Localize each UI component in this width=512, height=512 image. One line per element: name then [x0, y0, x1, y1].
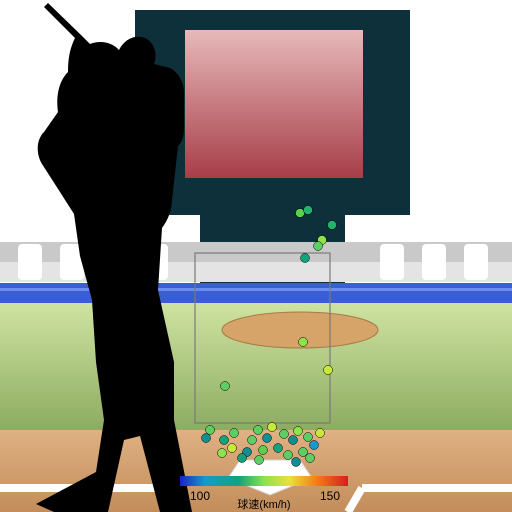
pitch-point — [306, 454, 315, 463]
stands-slot — [18, 244, 42, 280]
scoreboard-screen — [185, 30, 363, 178]
legend-tick-label: 100 — [190, 489, 210, 503]
pitch-point — [324, 366, 333, 375]
pitch-point — [304, 206, 313, 215]
pitch-point — [263, 434, 272, 443]
pitch-point — [299, 448, 308, 457]
pitch-point — [254, 426, 263, 435]
legend-colorbar — [180, 476, 348, 486]
pitch-point — [218, 449, 227, 458]
pitch-point — [284, 451, 293, 460]
pitch-point — [296, 209, 305, 218]
pitch-point — [268, 423, 277, 432]
pitch-point — [301, 254, 310, 263]
pitch-point — [238, 454, 247, 463]
pitch-point — [314, 242, 323, 251]
pitch-point — [328, 221, 337, 230]
pitch-point — [206, 426, 215, 435]
pitch-point — [299, 338, 308, 347]
pitch-point — [294, 427, 303, 436]
wall-band — [0, 283, 512, 303]
pitch-point — [248, 436, 257, 445]
pitch-point — [274, 444, 283, 453]
pitch-point — [304, 433, 313, 442]
wall-highlight — [0, 288, 512, 291]
pitch-point — [228, 444, 237, 453]
pitch-point — [292, 458, 301, 467]
pitch-point — [259, 446, 268, 455]
pitch-point — [289, 436, 298, 445]
stands-slot — [422, 244, 446, 280]
pitch-point — [230, 429, 239, 438]
legend-tick-label: 150 — [320, 489, 340, 503]
stands-slot — [464, 244, 488, 280]
pitch-point — [202, 434, 211, 443]
pitch-point — [316, 429, 325, 438]
pitch-point — [310, 441, 319, 450]
pitch-point — [220, 436, 229, 445]
pitch-point — [221, 382, 230, 391]
legend-axis-label: 球速(km/h) — [237, 497, 290, 511]
pitch-point — [255, 456, 264, 465]
stands-slot — [380, 244, 404, 280]
pitch-point — [280, 430, 289, 439]
